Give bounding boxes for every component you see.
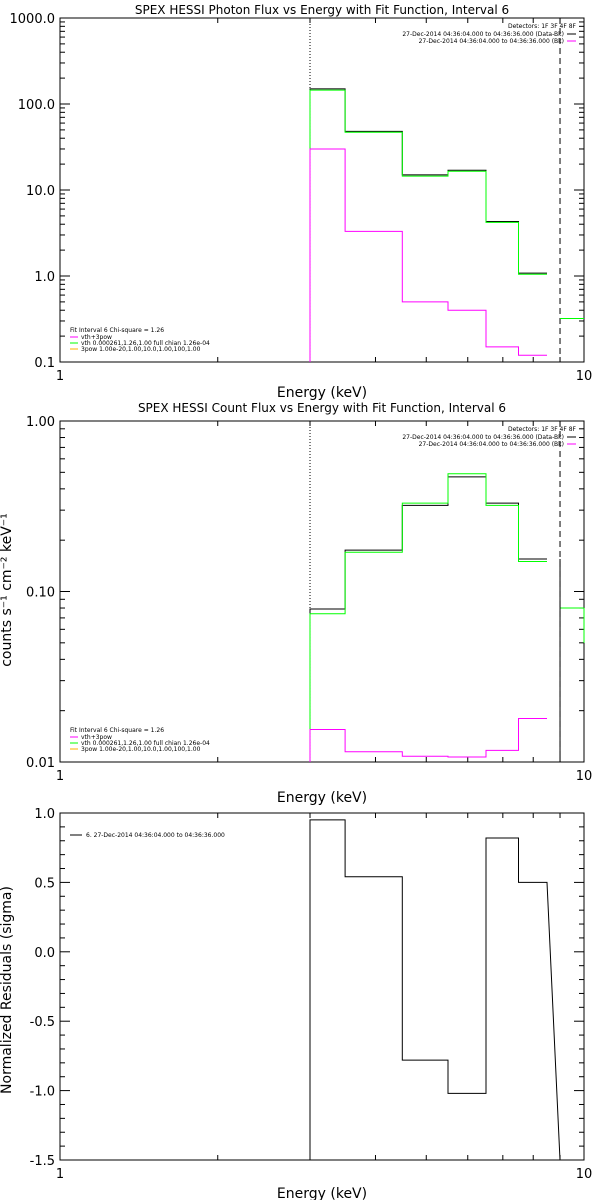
panel2-x-tick-label: 10 bbox=[576, 1167, 593, 1182]
panel0-y-tick-label: 10.0 bbox=[26, 184, 55, 199]
panel0-plot-frame bbox=[59, 17, 585, 363]
photon-flux-panel: SPEX HESSI Photon Flux vs Energy with Fi… bbox=[10, 3, 593, 401]
panel1-y-tick-label: 0.01 bbox=[26, 756, 55, 771]
panel1-legend-header: Detectors: 1F 3F 4F 8F bbox=[508, 426, 577, 433]
count-x-axis-label: Energy (keV) bbox=[277, 790, 367, 806]
count-y-axis-label: counts s⁻¹ cm⁻² keV⁻¹ bbox=[0, 513, 15, 667]
panel0-x-tick-label: 1 bbox=[56, 369, 64, 384]
panel0-series-2-line bbox=[309, 148, 547, 362]
panel1-legend-entry: 27-Dec-2014 04:36:04.000 to 04:36:36.000… bbox=[402, 434, 564, 441]
panel0-fit-legend-entry: vth 0.000261,1.26,1.00 full chian 1.26e-… bbox=[81, 340, 210, 347]
panel0-y-tick-label: 1.0 bbox=[34, 270, 55, 285]
panel2-y-tick-label: -1.5 bbox=[30, 1154, 55, 1169]
panel0-y-tick-label: 0.1 bbox=[34, 356, 55, 371]
panel1-x-tick-label: 10 bbox=[576, 769, 593, 784]
panel1-fit-legend-entry: vth+3pow bbox=[81, 734, 112, 741]
panel2-series-0-line bbox=[309, 819, 561, 1161]
panel0-fit-legend-entry: vth+3pow bbox=[81, 334, 112, 341]
panel2-y-tick-label: 0.5 bbox=[34, 876, 55, 891]
panel1-y-tick-label: 1.00 bbox=[26, 415, 55, 430]
photon-x-axis-label: Energy (keV) bbox=[277, 385, 367, 401]
residuals-x-axis-label: Energy (keV) bbox=[277, 1186, 367, 1200]
panel1-fit-legend-header: Fit Interval 6 Chi-square = 1.26 bbox=[70, 727, 164, 734]
panel2-plot-frame bbox=[59, 812, 585, 1161]
count-flux-panel: SPEX HESSI Count Flux vs Energy with Fit… bbox=[0, 401, 592, 806]
panel1-y-tick-label: 0.10 bbox=[26, 586, 55, 601]
panel2-y-tick-label: -1.0 bbox=[30, 1085, 55, 1100]
panel2-legend-entry: 6. 27-Dec-2014 04:36:04.000 to 04:36:36.… bbox=[86, 832, 225, 839]
panel0-legend-header: Detectors: 1F 3F 4F 8F bbox=[508, 23, 577, 30]
panel2-y-tick-label: -0.5 bbox=[30, 1015, 55, 1030]
panel0-series-1-line bbox=[309, 89, 547, 362]
panel1-fit-legend-entry: vth 0.000261,1.26,1.00 full chian 1.26e-… bbox=[81, 740, 210, 747]
photon-chart-title: SPEX HESSI Photon Flux vs Energy with Fi… bbox=[135, 3, 509, 17]
panel1-x-tick-label: 1 bbox=[56, 769, 64, 784]
residuals-y-axis-label: Normalized Residuals (sigma) bbox=[0, 886, 15, 1094]
panel0-y-tick-label: 100.0 bbox=[18, 98, 55, 113]
panel1-series-1-line bbox=[309, 473, 547, 762]
panel2-y-tick-label: 1.0 bbox=[34, 807, 55, 822]
count-chart-title: SPEX HESSI Count Flux vs Energy with Fit… bbox=[138, 401, 506, 415]
panel2-x-tick-label: 1 bbox=[56, 1167, 64, 1182]
panel1-series-0-line bbox=[309, 476, 547, 762]
panel0-y-tick-label: 1000.0 bbox=[10, 12, 56, 27]
panel0-fit-legend-header: Fit Interval 6 Chi-square = 1.26 bbox=[70, 327, 164, 334]
panel1-legend-entry: 27-Dec-2014 04:36:04.000 to 04:36:36.000… bbox=[419, 441, 564, 448]
residuals-panel: Energy (keV) Normalized Residuals (sigma… bbox=[0, 807, 592, 1200]
panel0-fit-legend-entry: 3pow 1.00e-20,1.00,10.0,1.00,100,1.00 bbox=[81, 346, 201, 353]
panel0-legend-entry: 27-Dec-2014 04:36:04.000 to 04:36:36.000… bbox=[419, 38, 564, 45]
panel1-fit-legend-entry: 3pow 1.00e-20,1.00,10.0,1.00,100,1.00 bbox=[81, 746, 201, 753]
panel0-x-tick-label: 10 bbox=[576, 369, 593, 384]
panel1-plot-frame bbox=[59, 420, 585, 763]
panel2-y-tick-label: 0.0 bbox=[34, 946, 55, 961]
panel0-legend-entry: 27-Dec-2014 04:36:04.000 to 04:36:36.000… bbox=[402, 31, 564, 38]
panel1-series-2-line bbox=[309, 718, 547, 762]
